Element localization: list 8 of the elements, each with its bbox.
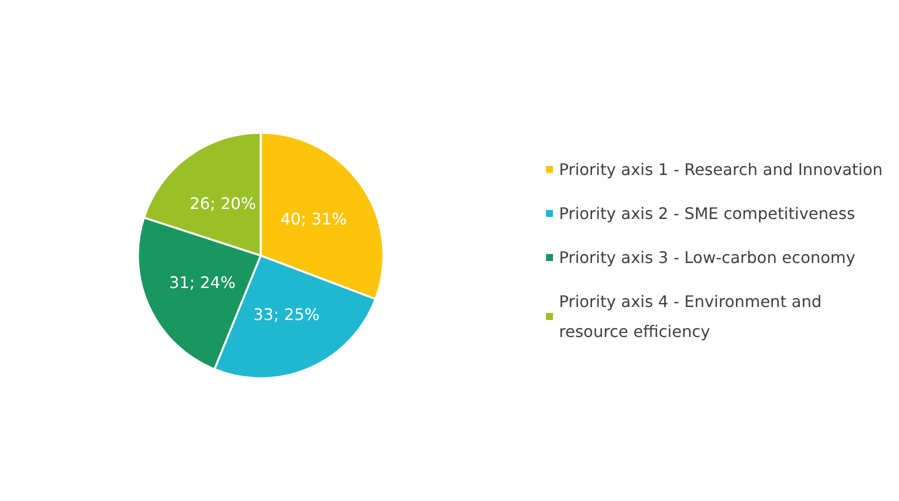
data-label: 33; 25% xyxy=(253,305,320,324)
legend-label: Priority axis 4 - Environment and resource efficiency xyxy=(559,292,827,341)
data-label: 40; 31% xyxy=(280,209,347,228)
legend-label: Priority axis 1 - Research and Innovation xyxy=(559,160,883,179)
legend-label: Priority axis 3 - Low-carbon economy xyxy=(559,248,856,267)
data-label: 26; 20% xyxy=(190,194,256,213)
data-label: 31; 24% xyxy=(169,273,236,292)
legend-label: Priority axis 2 - SME competitiveness xyxy=(559,204,856,223)
